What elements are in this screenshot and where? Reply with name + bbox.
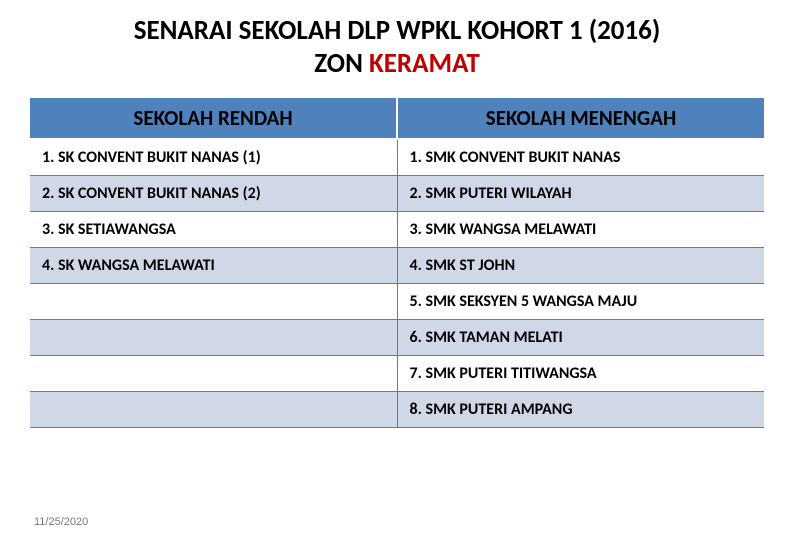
table-row: 4. SK WANGSA MELAWATI 4. SMK ST JOHN [30,248,764,284]
slide-title-block: SENARAI SEKOLAH DLP WPKL KOHORT 1 (2016)… [0,0,794,90]
table-row: 2. SK CONVENT BUKIT NANAS (2) 2. SMK PUT… [30,176,764,212]
cell-rendah: 4. SK WANGSA MELAWATI [30,248,397,284]
table-row: 8. SMK PUTERI AMPANG [30,392,764,428]
footer-date: 11/25/2020 [34,516,88,528]
col-header-rendah: SEKOLAH RENDAH [30,97,397,139]
col-header-menengah: SEKOLAH MENENGAH [397,97,764,139]
cell-rendah: 2. SK CONVENT BUKIT NANAS (2) [30,176,397,212]
cell-rendah: 3. SK SETIAWANGSA [30,212,397,248]
cell-menengah: 5. SMK SEKSYEN 5 WANGSA MAJU [397,284,764,320]
title-line-1: SENARAI SEKOLAH DLP WPKL KOHORT 1 (2016) [40,14,754,47]
table-row: 5. SMK SEKSYEN 5 WANGSA MAJU [30,284,764,320]
cell-menengah: 3. SMK WANGSA MELAWATI [397,212,764,248]
cell-menengah: 7. SMK PUTERI TITIWANGSA [397,356,764,392]
cell-rendah [30,356,397,392]
cell-menengah: 1. SMK CONVENT BUKIT NANAS [397,139,764,176]
table-row: 6. SMK TAMAN MELATI [30,320,764,356]
cell-menengah: 4. SMK ST JOHN [397,248,764,284]
cell-menengah: 6. SMK TAMAN MELATI [397,320,764,356]
title-line-2: ZON KERAMAT [40,47,754,80]
cell-rendah: 1. SK CONVENT BUKIT NANAS (1) [30,139,397,176]
title-line-2-highlight: KERAMAT [369,47,480,80]
cell-rendah [30,392,397,428]
cell-rendah [30,284,397,320]
cell-rendah [30,320,397,356]
table-body: 1. SK CONVENT BUKIT NANAS (1) 1. SMK CON… [30,139,764,428]
cell-menengah: 2. SMK PUTERI WILAYAH [397,176,764,212]
table-row: 7. SMK PUTERI TITIWANGSA [30,356,764,392]
cell-menengah: 8. SMK PUTERI AMPANG [397,392,764,428]
table-row: 1. SK CONVENT BUKIT NANAS (1) 1. SMK CON… [30,139,764,176]
table-row: 3. SK SETIAWANGSA 3. SMK WANGSA MELAWATI [30,212,764,248]
title-line-2-prefix: ZON [314,47,369,80]
schools-table: SEKOLAH RENDAH SEKOLAH MENENGAH 1. SK CO… [30,96,764,428]
table-header-row: SEKOLAH RENDAH SEKOLAH MENENGAH [30,97,764,139]
